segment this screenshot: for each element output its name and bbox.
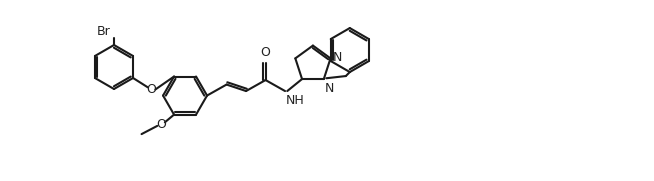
Text: Br: Br <box>97 24 111 37</box>
Text: N: N <box>333 51 342 64</box>
Text: O: O <box>146 83 156 96</box>
Text: O: O <box>260 46 271 58</box>
Text: O: O <box>156 118 166 131</box>
Text: NH: NH <box>286 94 305 107</box>
Text: N: N <box>324 82 334 95</box>
